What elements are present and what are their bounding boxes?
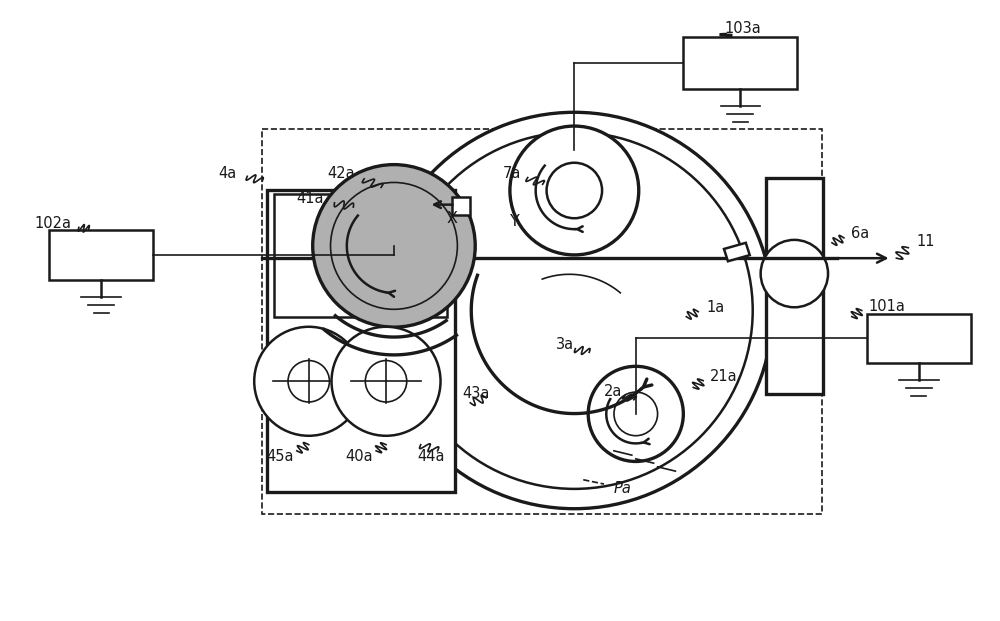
Bar: [867, 314, 971, 363]
Polygon shape: [452, 197, 470, 215]
Circle shape: [761, 240, 828, 307]
Text: 2a: 2a: [604, 384, 622, 399]
Bar: [262, 129, 822, 514]
Bar: [683, 37, 797, 89]
Bar: [49, 230, 153, 279]
Text: 1a: 1a: [706, 300, 724, 315]
Text: 42a: 42a: [328, 166, 355, 181]
Text: X: X: [447, 211, 458, 225]
Text: 102a: 102a: [34, 215, 71, 230]
Text: 6a: 6a: [851, 226, 869, 241]
Text: 11: 11: [916, 234, 935, 249]
Text: 41a: 41a: [296, 191, 323, 206]
Text: Pa: Pa: [614, 481, 632, 496]
Text: 4a: 4a: [218, 166, 237, 181]
Text: Y: Y: [510, 214, 520, 229]
Circle shape: [313, 165, 475, 327]
Circle shape: [254, 327, 363, 436]
Circle shape: [396, 132, 753, 489]
Circle shape: [365, 361, 407, 402]
Text: 3a: 3a: [556, 337, 574, 352]
Bar: [267, 191, 455, 492]
Circle shape: [614, 392, 658, 436]
Circle shape: [547, 163, 602, 218]
Text: 44a: 44a: [417, 450, 444, 465]
Text: 101a: 101a: [869, 299, 906, 314]
Circle shape: [588, 366, 683, 461]
Text: 40a: 40a: [345, 450, 373, 465]
Circle shape: [331, 183, 457, 309]
Text: 7a: 7a: [503, 166, 521, 181]
Text: 103a: 103a: [724, 21, 761, 36]
Polygon shape: [724, 243, 750, 261]
Circle shape: [376, 112, 773, 509]
Bar: [274, 194, 447, 317]
Circle shape: [288, 361, 329, 402]
Text: 45a: 45a: [266, 450, 294, 465]
Text: 43a: 43a: [463, 386, 490, 401]
Bar: [766, 178, 823, 394]
Text: 21a: 21a: [710, 369, 738, 384]
Circle shape: [510, 126, 639, 255]
Circle shape: [332, 327, 441, 436]
